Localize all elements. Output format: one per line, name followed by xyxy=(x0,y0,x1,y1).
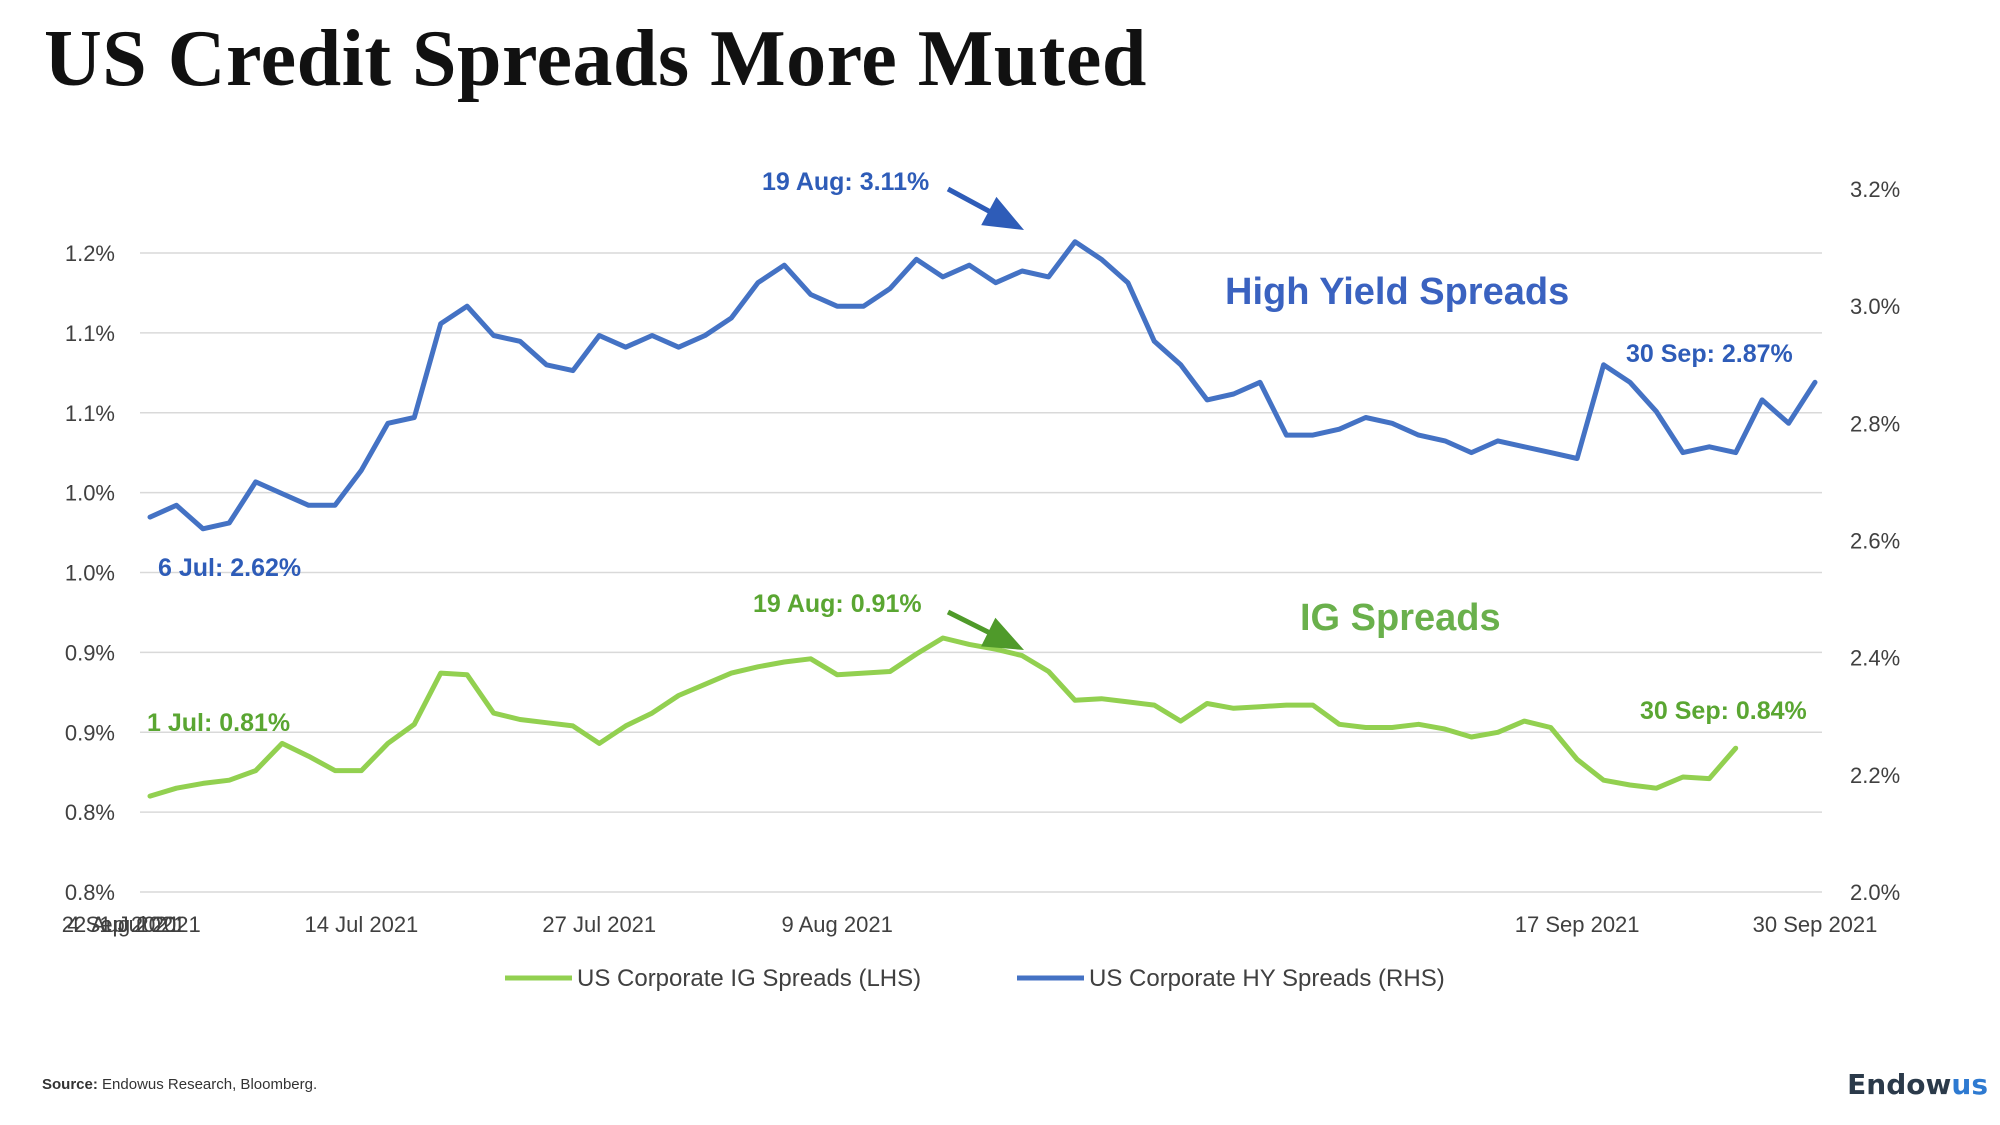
ig-series-label: IG Spreads xyxy=(1300,597,1501,639)
left-axis-tick-label: 1.1% xyxy=(65,401,115,426)
ig-start-annotation: 1 Jul: 0.81% xyxy=(147,709,290,737)
ig-end-annotation: 30 Sep: 0.84% xyxy=(1640,697,1807,725)
left-axis-tick-label: 0.9% xyxy=(65,720,115,745)
right-axis-tick-label: 2.0% xyxy=(1850,880,1900,905)
x-axis-tick-label: 1 Jul 2021 xyxy=(99,912,201,937)
spreads-line-chart: 0.8% 0.8% 0.9% 0.9% 1.0% 1.0% 1.1% 1.1% 1.2% 2.0%… xyxy=(62,168,1900,992)
source-note: Source: Endowus Research, Bloomberg. xyxy=(42,1076,317,1093)
left-axis-tick-label: 0.8% xyxy=(65,800,115,825)
legend-label-hy: US Corporate HY Spreads (RHS) xyxy=(1089,965,1445,992)
x-axis-tick-label: 17 Sep 2021 xyxy=(1515,912,1640,937)
x-axis-tick-label: 4 Sep 2021 xyxy=(67,912,180,937)
source-label: Source: xyxy=(42,1076,98,1093)
hy-spread-line xyxy=(147,239,1818,532)
right-axis-tick-label: 3.0% xyxy=(1850,294,1900,319)
left-axis-tick-label: 1.2% xyxy=(65,241,115,266)
x-axis-tick-label: 14 Jul 2021 xyxy=(305,912,419,937)
brand-main: Endow xyxy=(1847,1068,1952,1101)
hy-end-annotation: 30 Sep: 2.87% xyxy=(1626,340,1793,368)
hy-peak-arrow-head xyxy=(981,196,1024,230)
right-axis-tick-label: 2.6% xyxy=(1850,529,1900,554)
slide-title: US Credit Spreads More Muted xyxy=(44,15,1147,103)
hy-start-annotation: 6 Jul: 2.62% xyxy=(158,554,301,582)
ig-peak-annotation: 19 Aug: 0.91% xyxy=(753,590,922,618)
brand-accent: us xyxy=(1951,1068,1988,1101)
endowus-logo: Endowus xyxy=(1847,1068,1988,1101)
left-axis-tick-label: 0.8% xyxy=(65,880,115,905)
right-axis-tick-label: 2.8% xyxy=(1850,411,1900,436)
legend-label-ig: US Corporate IG Spreads (LHS) xyxy=(577,965,921,992)
right-axis-tick-label: 3.2% xyxy=(1850,177,1900,202)
right-axis-tick-label: 2.2% xyxy=(1850,763,1900,788)
x-axis-tick-label: 22 Aug 2021 xyxy=(62,912,186,937)
x-axis-tick-label: 27 Jul 2021 xyxy=(542,912,656,937)
source-text: Endowus Research, Bloomberg. xyxy=(102,1076,318,1093)
x-axis-tick-label: 30 Sep 2021 xyxy=(1753,912,1878,937)
x-axis-tick-label: 9 Aug 2021 xyxy=(781,912,892,937)
left-axis-tick-label: 1.0% xyxy=(65,561,115,586)
left-axis-tick-label: 1.0% xyxy=(65,481,115,506)
hy-peak-annotation: 19 Aug: 3.11% xyxy=(762,168,929,196)
right-axis-tick-label: 2.4% xyxy=(1850,646,1900,671)
ig-peak-arrow-head xyxy=(981,617,1024,650)
left-axis-tick-label: 1.1% xyxy=(65,321,115,346)
ig-spread-line xyxy=(147,635,1739,799)
hy-series-label: High Yield Spreads xyxy=(1225,271,1569,313)
left-axis-tick-label: 0.9% xyxy=(65,640,115,665)
